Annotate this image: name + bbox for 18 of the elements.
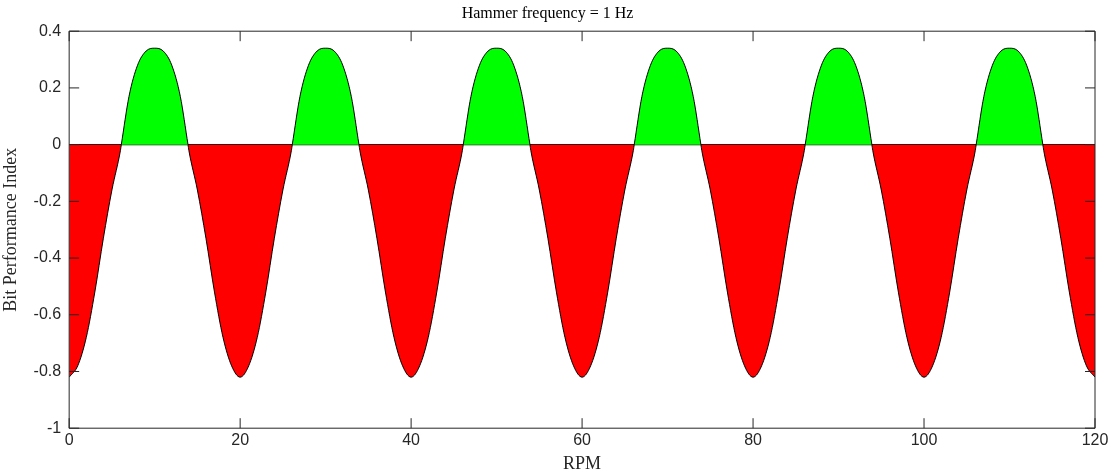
y-tick-label: -0.8 [33, 361, 62, 379]
y-tick-label: -1 [46, 418, 62, 436]
y-tick-label: 0.4 [38, 21, 62, 39]
x-tick-label: 0 [64, 431, 74, 449]
y-tick-label: -0.4 [33, 248, 62, 266]
y-tick-label: -0.2 [33, 191, 62, 209]
x-tick-label: 40 [402, 431, 421, 449]
x-tick-label: 120 [1081, 431, 1109, 449]
y-axis-title: Bit Performance Index [0, 147, 20, 312]
x-tick-label: 80 [744, 431, 763, 449]
x-axis-title: RPM [563, 452, 602, 473]
chart-title: Hammer frequency = 1 Hz [461, 3, 634, 22]
y-tick-label: -0.6 [33, 305, 62, 323]
y-tick-label: 0 [52, 135, 62, 153]
x-tick-label: 60 [573, 431, 592, 449]
x-tick-label: 100 [910, 431, 938, 449]
y-tick-label: 0.2 [38, 78, 62, 96]
x-tick-label: 20 [231, 431, 250, 449]
